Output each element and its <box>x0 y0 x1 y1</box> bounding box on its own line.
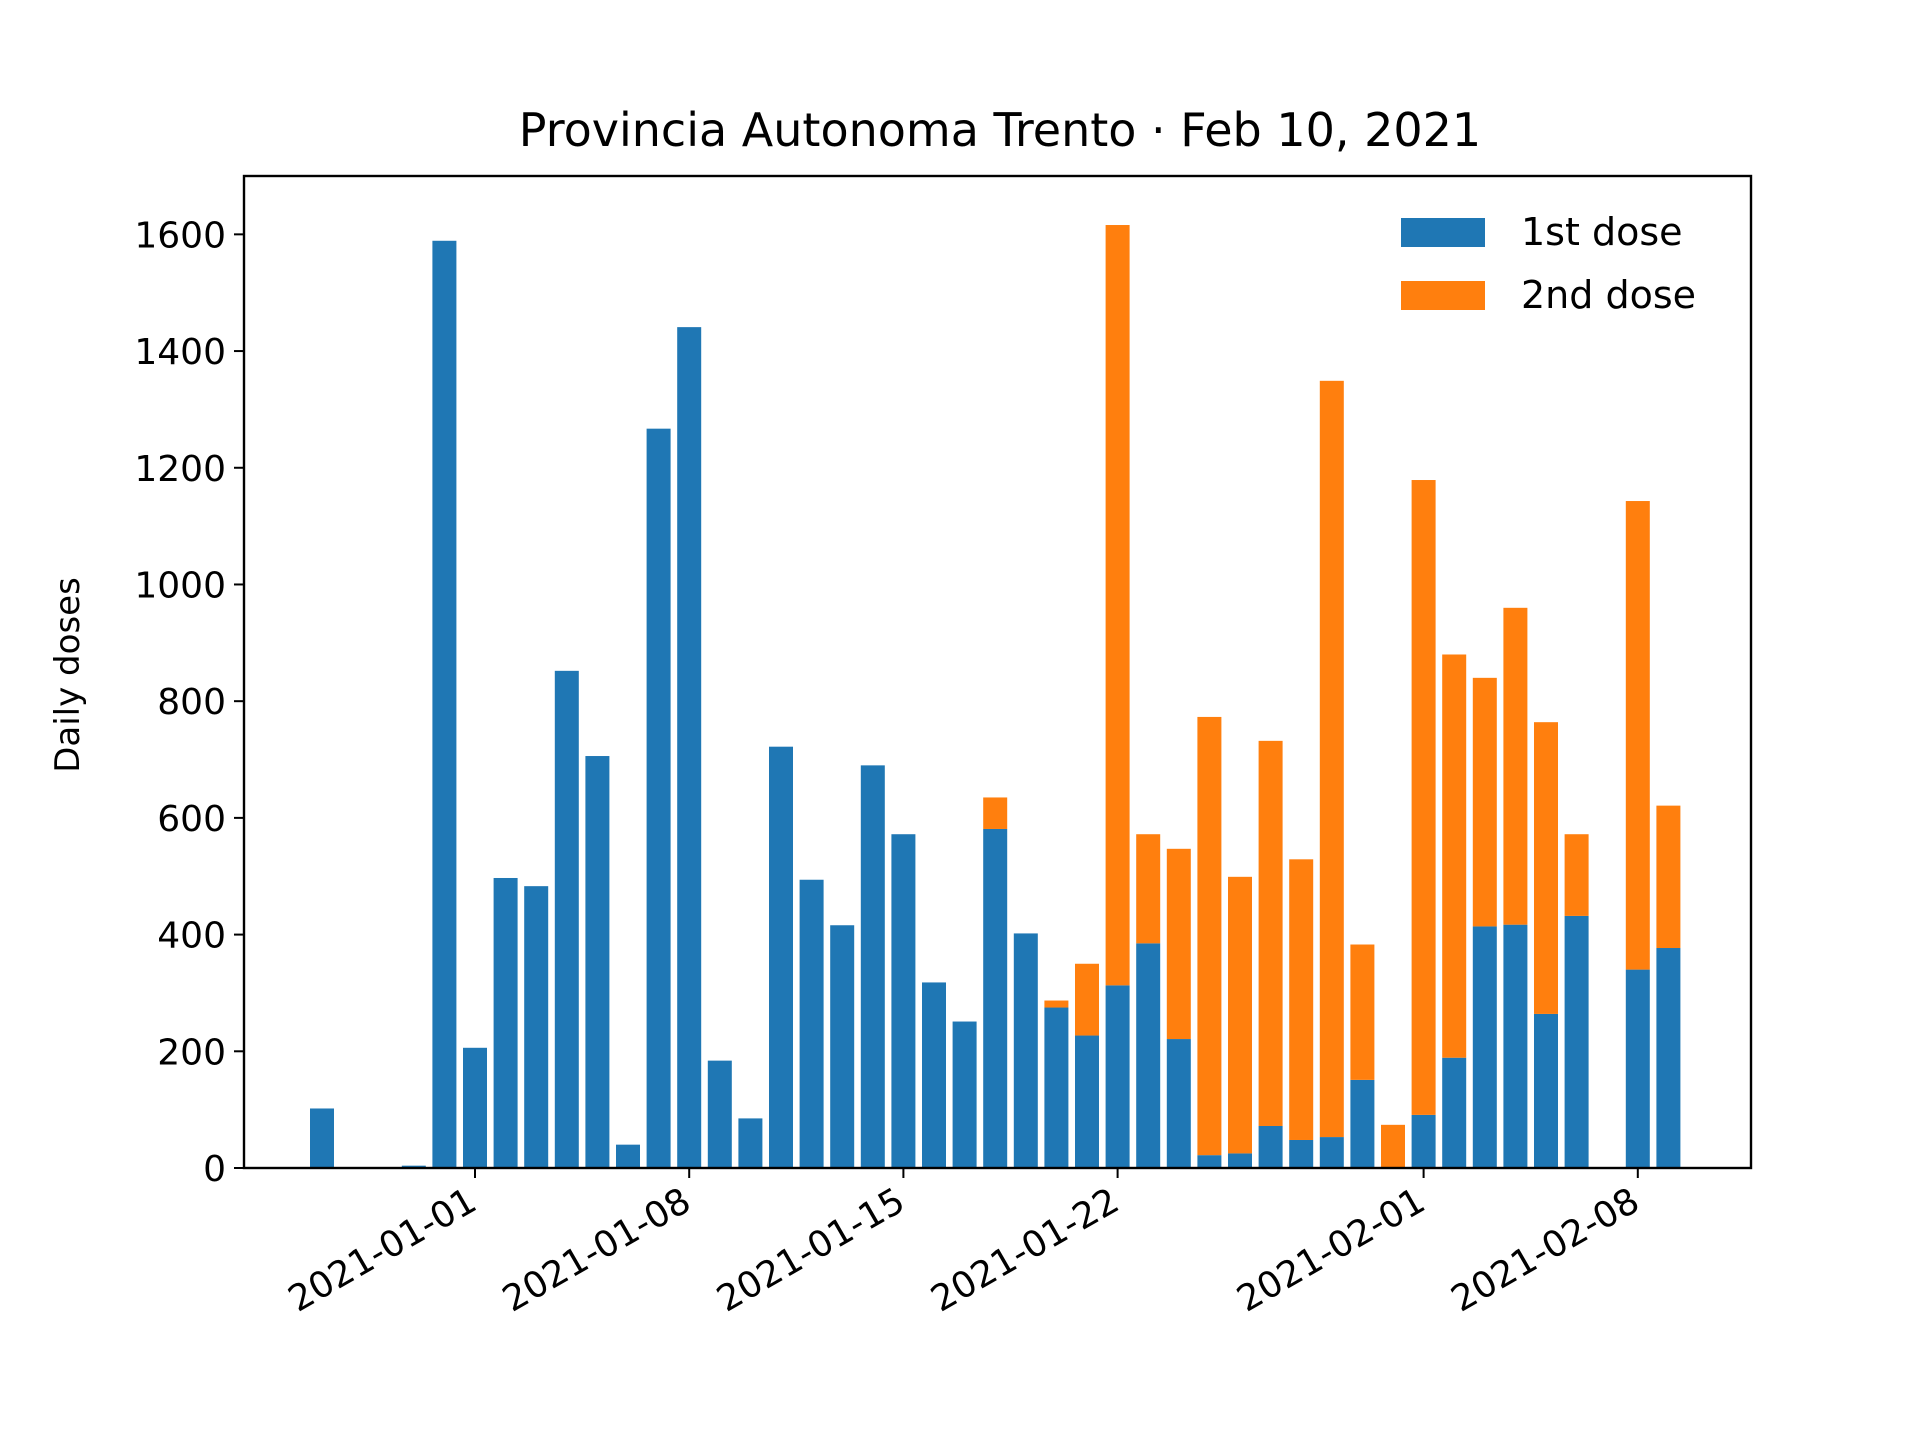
bar-first-dose-2021-01-10 <box>738 1118 763 1168</box>
bar-first-dose-2021-01-07 <box>646 428 671 1168</box>
bar-first-dose-2021-01-23 <box>1136 943 1161 1168</box>
bar-first-dose-2021-01-06 <box>616 1144 640 1168</box>
bar-first-dose-2021-01-26 <box>1228 1153 1252 1168</box>
bar-first-dose-2020-12-31 <box>432 240 457 1168</box>
bar-first-dose-2021-02-02 <box>1442 1057 1467 1168</box>
y-tick-label-1000: 1000 <box>134 565 226 606</box>
bar-second-dose-2021-02-01 <box>1411 480 1436 1115</box>
y-tick-label-600: 600 <box>157 799 226 840</box>
legend-label-1st-dose: 1st dose <box>1521 210 1683 254</box>
bar-first-dose-2021-01-18 <box>983 828 1008 1168</box>
plot-frame <box>242 174 1753 1170</box>
y-tick-label-0: 0 <box>203 1149 226 1190</box>
bar-second-dose-2021-01-25 <box>1197 716 1222 1156</box>
bar-first-dose-2021-01-04 <box>554 670 579 1168</box>
bar-first-dose-2021-01-08 <box>677 327 702 1168</box>
bar-first-dose-2021-01-03 <box>524 886 549 1168</box>
bar-first-dose-2021-01-01 <box>463 1047 487 1168</box>
bar-second-dose-2021-01-21 <box>1075 963 1099 1036</box>
y-tick-label-800: 800 <box>157 682 226 723</box>
bar-first-dose-2021-01-17 <box>952 1021 977 1168</box>
bar-first-dose-2021-01-15 <box>891 834 916 1168</box>
y-tick-label-200: 200 <box>157 1032 226 1073</box>
bar-second-dose-2021-02-08 <box>1625 501 1650 970</box>
bar-second-dose-2021-01-27 <box>1258 740 1283 1126</box>
bar-second-dose-2021-02-03 <box>1472 677 1497 927</box>
bar-second-dose-2021-02-09 <box>1656 805 1681 949</box>
legend-swatch-1st-dose <box>1401 218 1485 247</box>
bar-first-dose-2021-01-14 <box>860 765 885 1168</box>
bar-second-dose-2021-02-06 <box>1564 834 1589 916</box>
bar-first-dose-2021-01-13 <box>830 925 855 1168</box>
bar-first-dose-2021-01-16 <box>922 982 946 1168</box>
bar-first-dose-2021-01-30 <box>1350 1079 1375 1168</box>
bar-second-dose-2021-01-22 <box>1105 225 1130 986</box>
bar-first-dose-2021-01-05 <box>585 756 610 1168</box>
legend-swatch-2nd-dose <box>1401 281 1485 310</box>
bar-first-dose-2021-01-19 <box>1013 933 1038 1168</box>
y-axis-label: Daily doses <box>48 577 88 773</box>
bar-first-dose-2021-02-06 <box>1564 915 1589 1168</box>
bar-first-dose-2021-01-24 <box>1166 1039 1191 1168</box>
bar-second-dose-2021-02-05 <box>1534 722 1558 1014</box>
bar-second-dose-2021-01-29 <box>1319 380 1344 1138</box>
bar-first-dose-2021-02-04 <box>1503 924 1528 1168</box>
y-tick-label-1200: 1200 <box>134 449 226 490</box>
bar-second-dose-2021-01-26 <box>1228 876 1252 1154</box>
bar-first-dose-2021-01-11 <box>769 746 793 1168</box>
bar-second-dose-2021-01-18 <box>983 797 1008 829</box>
bar-second-dose-2021-01-30 <box>1350 944 1375 1080</box>
bar-first-dose-2021-01-21 <box>1075 1035 1099 1168</box>
bar-first-dose-2021-01-12 <box>799 879 824 1168</box>
bar-second-dose-2021-02-02 <box>1442 654 1467 1058</box>
bar-first-dose-2021-01-29 <box>1319 1137 1344 1168</box>
legend-label-2nd-dose: 2nd dose <box>1521 273 1696 317</box>
bar-first-dose-2021-02-05 <box>1534 1013 1558 1168</box>
bar-first-dose-2021-01-25 <box>1197 1155 1222 1168</box>
bar-first-dose-2021-01-02 <box>493 877 518 1168</box>
bar-second-dose-2021-01-20 <box>1044 1000 1069 1008</box>
bar-second-dose-2021-02-04 <box>1503 607 1528 925</box>
bar-first-dose-2021-01-28 <box>1289 1139 1314 1168</box>
y-axis: 0 200 400 600 800 1000 1200 1400 1600 <box>134 215 244 1190</box>
bar-first-dose-2021-01-20 <box>1044 1007 1069 1168</box>
bar-first-dose-2021-01-22 <box>1105 985 1130 1168</box>
bars-layer <box>310 225 1681 1168</box>
bar-first-dose-2021-01-09 <box>707 1060 732 1168</box>
bar-second-dose-2021-01-24 <box>1166 848 1191 1040</box>
bar-first-dose-2021-02-09 <box>1656 948 1681 1168</box>
bar-first-dose-2021-01-27 <box>1258 1125 1283 1168</box>
bar-first-dose-2021-02-08 <box>1625 969 1650 1168</box>
bar-first-dose-2021-02-01 <box>1411 1114 1436 1168</box>
bar-first-dose-2020-12-27 <box>310 1108 334 1168</box>
bar-second-dose-2021-01-31 <box>1381 1124 1405 1168</box>
bar-first-dose-2021-02-03 <box>1472 926 1497 1168</box>
y-tick-label-1400: 1400 <box>134 332 226 373</box>
chart-title: Provincia Autonoma Trento · Feb 10, 2021 <box>519 103 1481 157</box>
y-tick-label-400: 400 <box>157 916 226 957</box>
y-tick-label-1600: 1600 <box>134 215 226 256</box>
legend: 1st dose 2nd dose <box>1401 210 1696 317</box>
bar-second-dose-2021-01-23 <box>1136 834 1161 944</box>
bar-second-dose-2021-01-28 <box>1289 859 1314 1140</box>
